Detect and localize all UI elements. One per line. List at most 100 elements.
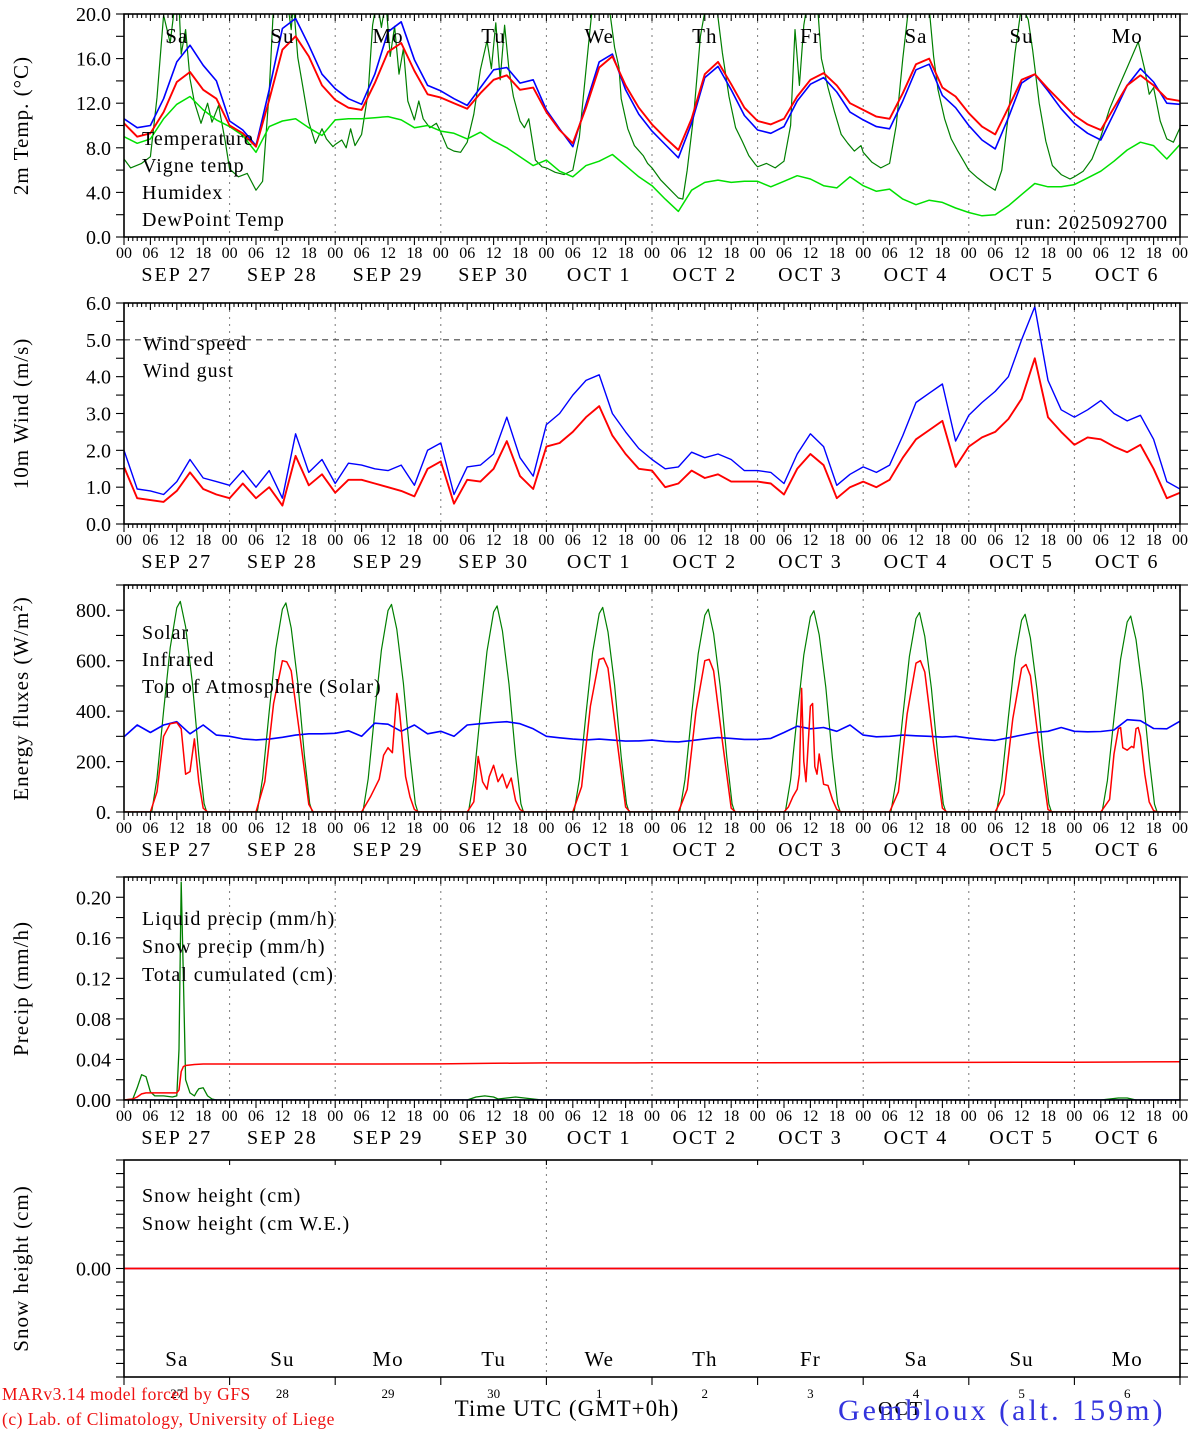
- hour-label: 00: [750, 820, 766, 837]
- weekday-label: Sa: [165, 1347, 188, 1371]
- hour-label: 18: [1146, 820, 1162, 837]
- hour-label: 00: [750, 245, 766, 262]
- hour-label: 18: [195, 1108, 211, 1125]
- hour-label: 00: [1066, 245, 1082, 262]
- series-humidex: [124, 17, 1180, 159]
- hour-label: 00: [855, 245, 871, 262]
- hour-label: 12: [802, 532, 818, 549]
- hour-label: 18: [512, 1108, 528, 1125]
- hour-label: 12: [486, 1108, 502, 1125]
- hour-label: 00: [1066, 820, 1082, 837]
- date-label: SEP 28: [247, 264, 318, 286]
- hour-label: 12: [486, 820, 502, 837]
- series-wind-gust: [124, 306, 1180, 499]
- hour-label: 00: [855, 532, 871, 549]
- hour-label: 18: [1146, 532, 1162, 549]
- y-tick-label: 6.0: [86, 293, 111, 315]
- hour-label: 06: [987, 820, 1003, 837]
- date-label: SEP 27: [141, 1127, 212, 1149]
- date-label: OCT 4: [884, 551, 949, 573]
- legend-item-precip: Total cumulated (cm): [142, 964, 334, 986]
- hour-label: 06: [565, 532, 581, 549]
- y-tick-label: 0.04: [76, 1049, 111, 1071]
- hour-label: 06: [142, 820, 158, 837]
- hour-label: 12: [908, 532, 924, 549]
- date-label: OCT 2: [672, 839, 737, 861]
- hour-label: 00: [961, 1108, 977, 1125]
- hour-label: 06: [142, 532, 158, 549]
- weekday-label: Th: [692, 1347, 717, 1371]
- y-tick-label: 0.00: [76, 1259, 111, 1281]
- y-tick-label: 600.: [76, 651, 111, 673]
- hour-label: 18: [1040, 532, 1056, 549]
- weekday-label: Su: [270, 24, 294, 48]
- legend-item-wind: Wind speed: [143, 333, 247, 355]
- day-number-label: 6: [1124, 1386, 1131, 1401]
- hour-label: 18: [1040, 245, 1056, 262]
- hour-label: 12: [697, 1108, 713, 1125]
- hour-label: 00: [1172, 532, 1188, 549]
- hour-label: 00: [116, 245, 132, 262]
- date-label: OCT 2: [672, 1127, 737, 1149]
- hour-label: 12: [380, 820, 396, 837]
- hour-label: 18: [195, 245, 211, 262]
- hour-label: 18: [406, 1108, 422, 1125]
- hour-label: 00: [538, 1108, 554, 1125]
- date-label: SEP 28: [247, 839, 318, 861]
- day-number-label: 30: [487, 1386, 500, 1401]
- y-tick-label: 3.0: [86, 404, 111, 426]
- hour-label: 00: [222, 532, 238, 549]
- hour-label: 06: [248, 245, 264, 262]
- hour-label: 12: [1119, 820, 1135, 837]
- hour-label: 12: [1119, 245, 1135, 262]
- hour-label: 12: [908, 245, 924, 262]
- month-label: OCT: [878, 1398, 924, 1420]
- hour-label: 12: [591, 1108, 607, 1125]
- hour-label: 18: [618, 245, 634, 262]
- series-temperature: [124, 35, 1180, 151]
- y-tick-label: 4.0: [86, 367, 111, 389]
- weekday-label: Th: [692, 24, 717, 48]
- date-label: SEP 29: [353, 551, 424, 573]
- date-label: OCT 6: [1095, 839, 1160, 861]
- day-number-label: 4: [913, 1386, 920, 1401]
- date-label: OCT 4: [884, 839, 949, 861]
- hour-label: 06: [776, 245, 792, 262]
- panel-temperature: 0.0 4.0 8.0 12.0 16.0 20.0 00 06 12 18 00 06 12 18 00 0…: [9, 4, 1188, 286]
- date-label: OCT 6: [1095, 551, 1160, 573]
- hour-label: 06: [987, 1108, 1003, 1125]
- series-infrared: [124, 718, 1180, 743]
- weekday-label: Fr: [800, 24, 821, 48]
- y-tick-label: 0.12: [76, 968, 111, 990]
- hour-label: 18: [301, 1108, 317, 1125]
- date-label: OCT 4: [884, 264, 949, 286]
- run-label: run: 2025092700: [1015, 212, 1168, 234]
- date-label: OCT 3: [778, 264, 843, 286]
- date-label: SEP 29: [353, 1127, 424, 1149]
- hour-label: 18: [406, 245, 422, 262]
- date-label: OCT 5: [989, 264, 1054, 286]
- hour-label: 18: [934, 820, 950, 837]
- series-wind-speed: [124, 357, 1180, 507]
- y-tick-label: 0.: [96, 802, 111, 824]
- panel-energy-fluxes: 0. 200. 400. 600. 800. 00 06 12 18 00 06 12 18 00 06 12…: [9, 584, 1188, 861]
- hour-label: 06: [354, 245, 370, 262]
- x-axis-title: Time UTC (GMT+0h): [454, 1396, 680, 1421]
- hour-label: 06: [565, 1108, 581, 1125]
- series-total-cumulated: [124, 1060, 1180, 1100]
- date-label: OCT 6: [1095, 1127, 1160, 1149]
- weekday-label: Sa: [165, 24, 188, 48]
- legend-item-temperature: Vigne temp: [142, 155, 245, 177]
- legend-item-temperature: Humidex: [142, 182, 223, 204]
- hour-label: 18: [934, 245, 950, 262]
- hour-label: 12: [802, 245, 818, 262]
- day-number-label: 1: [596, 1386, 603, 1401]
- hour-label: 12: [697, 820, 713, 837]
- legend-item-precip: Snow precip (mm/h): [142, 936, 326, 958]
- hour-label: 18: [723, 820, 739, 837]
- hour-label: 00: [222, 245, 238, 262]
- y-tick-label: 0.20: [76, 887, 111, 909]
- date-label: OCT 1: [567, 264, 632, 286]
- y-axis-title: 2m Temp. (°C): [9, 56, 33, 195]
- hour-label: 18: [1040, 820, 1056, 837]
